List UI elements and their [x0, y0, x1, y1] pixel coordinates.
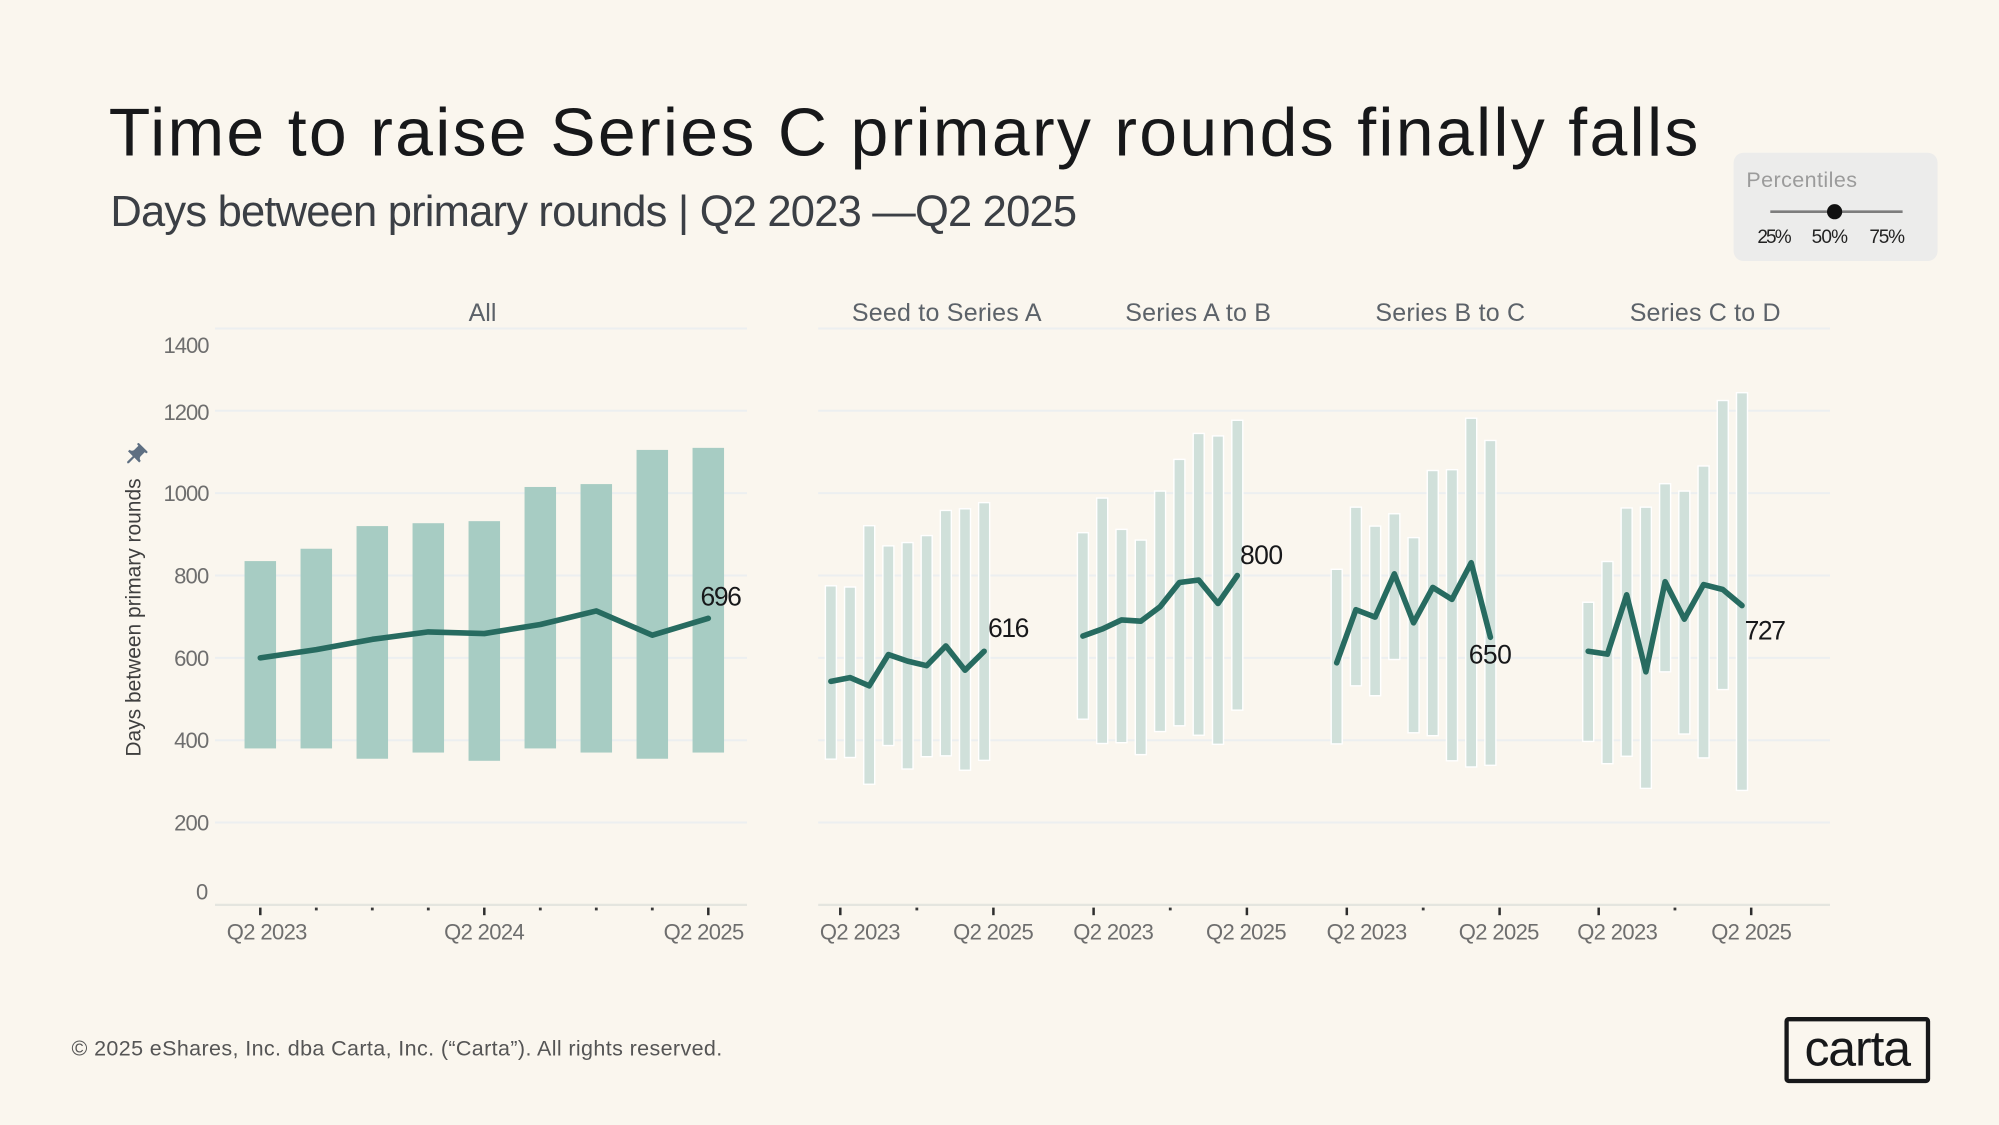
svg-text:0: 0 [196, 880, 209, 905]
svg-text:800: 800 [174, 564, 209, 589]
svg-text:Q2 2023: Q2 2023 [227, 920, 307, 945]
svg-text:carta: carta [1804, 1021, 1911, 1077]
svg-text:Time to raise Series C primary: Time to raise Series C primary rounds fi… [109, 94, 1701, 170]
svg-text:Percentiles: Percentiles [1746, 168, 1857, 192]
svg-text:Q2 2025: Q2 2025 [1206, 920, 1286, 945]
svg-text:Q2 2023: Q2 2023 [1073, 920, 1153, 945]
svg-text:200: 200 [174, 811, 209, 836]
svg-text:Days between primary rounds |: Days between primary rounds | Q2 2023 —Q… [110, 188, 1076, 236]
svg-text:650: 650 [1469, 640, 1512, 670]
svg-text:50%: 50% [1812, 227, 1848, 248]
svg-text:400: 400 [174, 728, 209, 753]
svg-text:Q2 2024: Q2 2024 [444, 920, 524, 945]
svg-text:Q2 2025: Q2 2025 [1459, 920, 1539, 945]
svg-text:Q2 2025: Q2 2025 [664, 920, 744, 945]
svg-text:Q2 2023: Q2 2023 [820, 920, 900, 945]
svg-text:727: 727 [1745, 616, 1786, 646]
svg-text:800: 800 [1240, 540, 1283, 570]
svg-text:696: 696 [701, 582, 742, 612]
svg-text:Q2 2025: Q2 2025 [953, 920, 1033, 945]
svg-text:Seed to Series A: Seed to Series A [852, 299, 1042, 327]
svg-text:1400: 1400 [163, 333, 209, 358]
svg-text:1000: 1000 [163, 481, 209, 506]
svg-text:600: 600 [174, 646, 209, 671]
svg-text:Q2 2023: Q2 2023 [1577, 920, 1657, 945]
svg-text:616: 616 [988, 613, 1029, 643]
svg-text:1200: 1200 [163, 400, 209, 425]
svg-text:25%: 25% [1757, 227, 1791, 248]
svg-text:75%: 75% [1869, 227, 1905, 248]
svg-text:© 2025 eShares, Inc. dba Carta: © 2025 eShares, Inc. dba Carta, Inc. (“C… [72, 1036, 723, 1060]
svg-text:Series A to B: Series A to B [1125, 299, 1271, 327]
svg-text:Series C to D: Series C to D [1630, 299, 1781, 327]
svg-text:Q2 2023: Q2 2023 [1327, 920, 1407, 945]
svg-text:Series B to C: Series B to C [1375, 299, 1525, 327]
svg-text:Q2 2025: Q2 2025 [1711, 920, 1791, 945]
svg-text:Days between primary rounds: Days between primary rounds [123, 478, 146, 756]
svg-text:All: All [469, 299, 497, 327]
